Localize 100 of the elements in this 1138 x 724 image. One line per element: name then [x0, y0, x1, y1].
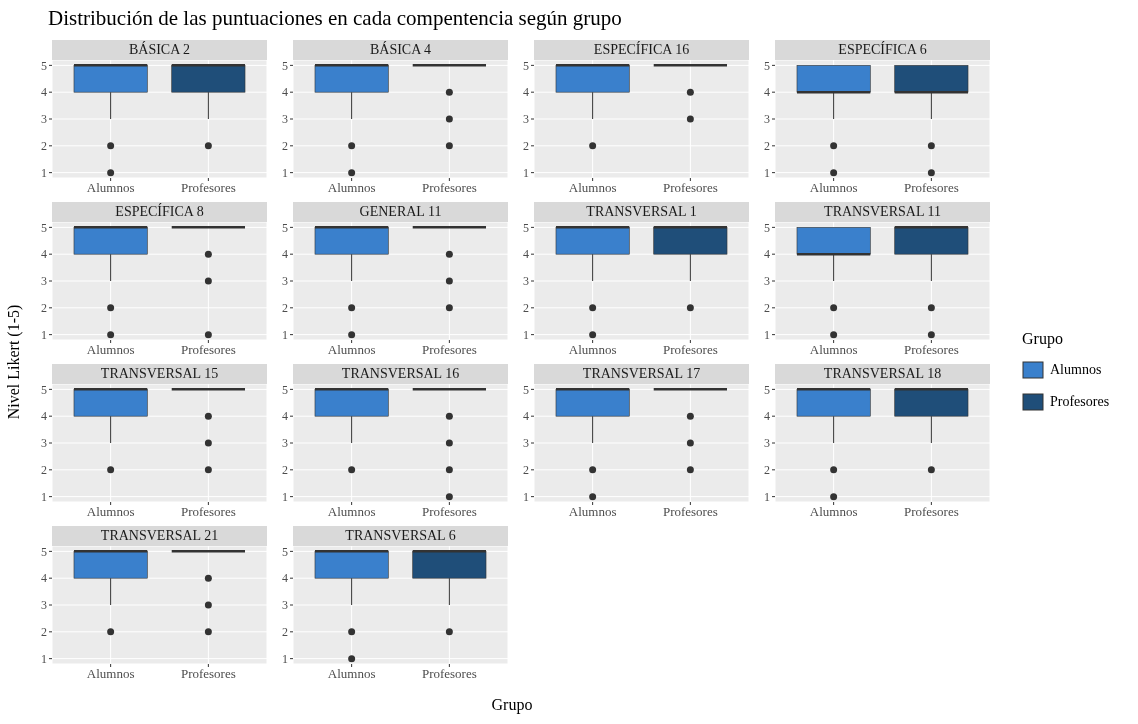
- y-tick-label: 4: [41, 571, 47, 586]
- y-tick-label: 2: [764, 139, 770, 154]
- y-tick-label: 5: [764, 382, 770, 397]
- y-tick-label: 4: [764, 409, 770, 424]
- y-tick-label: 3: [523, 274, 529, 289]
- x-tick-label: Alumnos: [86, 180, 135, 196]
- x-tick-label: Profesores: [180, 180, 236, 196]
- y-tick-label: 3: [282, 598, 288, 613]
- y-tick-label: 3: [41, 112, 47, 127]
- x-tick-label: Alumnos: [86, 342, 135, 358]
- y-tick-label: 3: [523, 112, 529, 127]
- y-tick-label: 5: [41, 382, 47, 397]
- y-tick-label: 4: [41, 409, 47, 424]
- y-tick-label: 4: [523, 85, 529, 100]
- y-tick-label: 5: [41, 544, 47, 559]
- y-tick-label: 1: [523, 165, 529, 180]
- y-tick-label: 5: [282, 544, 288, 559]
- y-tick-label: 3: [764, 274, 770, 289]
- y-tick-label: 1: [41, 489, 47, 504]
- x-tick-label: Profesores: [662, 504, 718, 520]
- y-tick-label: 1: [523, 489, 529, 504]
- x-tick-label: Profesores: [421, 666, 477, 682]
- y-tick-label: 3: [41, 274, 47, 289]
- x-tick-label: Alumnos: [809, 180, 858, 196]
- y-tick-label: 1: [282, 489, 288, 504]
- y-tick-label: 3: [282, 436, 288, 451]
- y-tick-label: 1: [282, 327, 288, 342]
- x-tick-label: Alumnos: [327, 180, 376, 196]
- y-tick-label: 1: [41, 651, 47, 666]
- x-tick-label: Profesores: [180, 666, 236, 682]
- y-tick-label: 1: [282, 165, 288, 180]
- x-tick-label: Profesores: [180, 504, 236, 520]
- y-tick-label: 5: [282, 58, 288, 73]
- x-tick-label: Alumnos: [568, 342, 617, 358]
- x-tick-label: Alumnos: [327, 666, 376, 682]
- y-tick-label: 2: [282, 463, 288, 478]
- x-tick-label: Alumnos: [809, 342, 858, 358]
- legend-label: Profesores: [1050, 394, 1110, 410]
- y-tick-label: 2: [282, 301, 288, 316]
- chart-title: ESPECÍFICA 6: [775, 40, 990, 60]
- y-tick-label: 5: [282, 220, 288, 235]
- x-tick-label: Profesores: [421, 180, 477, 196]
- x-tick-label: Profesores: [903, 342, 959, 358]
- x-tick-label: Profesores: [180, 342, 236, 358]
- x-tick-label: Profesores: [421, 504, 477, 520]
- y-tick-label: 4: [282, 409, 288, 424]
- y-tick-label: 5: [764, 220, 770, 235]
- legend-label: Alumnos: [1050, 362, 1102, 378]
- y-tick-label: 4: [282, 571, 288, 586]
- y-axis-title: Nivel Likert (1-5): [5, 304, 23, 420]
- y-tick-label: 1: [282, 651, 288, 666]
- legend-title: Grupo: [1022, 330, 1064, 348]
- y-tick-label: 2: [282, 139, 288, 154]
- y-tick-label: 3: [282, 112, 288, 127]
- y-tick-label: 1: [764, 489, 770, 504]
- text: Distribución de las puntuaciones en cada compentencia según grupo: [48, 6, 622, 31]
- x-tick-label: Profesores: [903, 504, 959, 520]
- y-tick-label: 1: [764, 165, 770, 180]
- y-tick-label: 4: [523, 247, 529, 262]
- y-tick-label: 1: [41, 165, 47, 180]
- chart-title: TRANSVERSAL 15: [52, 364, 267, 384]
- y-tick-label: 2: [523, 463, 529, 478]
- y-tick-label: 2: [523, 301, 529, 316]
- x-tick-label: Alumnos: [86, 666, 135, 682]
- y-tick-label: 3: [41, 598, 47, 613]
- y-tick-label: 3: [764, 112, 770, 127]
- y-tick-label: 2: [764, 301, 770, 316]
- y-tick-label: 1: [41, 327, 47, 342]
- y-tick-label: 5: [282, 382, 288, 397]
- y-tick-label: 3: [764, 436, 770, 451]
- y-tick-label: 5: [523, 58, 529, 73]
- y-tick-label: 3: [41, 436, 47, 451]
- x-tick-label: Alumnos: [327, 342, 376, 358]
- chart-title: TRANSVERSAL 18: [775, 364, 990, 384]
- y-tick-label: 2: [41, 625, 47, 640]
- chart-title: TRANSVERSAL 17: [534, 364, 749, 384]
- y-tick-label: 5: [41, 220, 47, 235]
- y-tick-label: 5: [523, 382, 529, 397]
- chart-title: BÁSICA 2: [52, 40, 267, 60]
- x-tick-label: Alumnos: [86, 504, 135, 520]
- chart-title: TRANSVERSAL 16: [293, 364, 508, 384]
- y-tick-label: 4: [41, 247, 47, 262]
- x-tick-label: Alumnos: [327, 504, 376, 520]
- y-tick-label: 4: [764, 247, 770, 262]
- chart-title: TRANSVERSAL 21: [52, 526, 267, 546]
- y-tick-label: 4: [282, 247, 288, 262]
- x-tick-label: Alumnos: [809, 504, 858, 520]
- chart-title: ESPECÍFICA 8: [52, 202, 267, 222]
- chart-title: ESPECÍFICA 16: [534, 40, 749, 60]
- chart-title: TRANSVERSAL 11: [775, 202, 990, 222]
- y-tick-label: 5: [523, 220, 529, 235]
- x-tick-label: Alumnos: [568, 504, 617, 520]
- chart-title: TRANSVERSAL 6: [293, 526, 508, 546]
- chart-title: TRANSVERSAL 1: [534, 202, 749, 222]
- x-tick-label: Alumnos: [568, 180, 617, 196]
- x-axis-title: Grupo: [491, 696, 533, 714]
- x-tick-label: Profesores: [903, 180, 959, 196]
- chart-title: GENERAL 11: [293, 202, 508, 222]
- y-tick-label: 2: [282, 625, 288, 640]
- y-tick-label: 4: [764, 85, 770, 100]
